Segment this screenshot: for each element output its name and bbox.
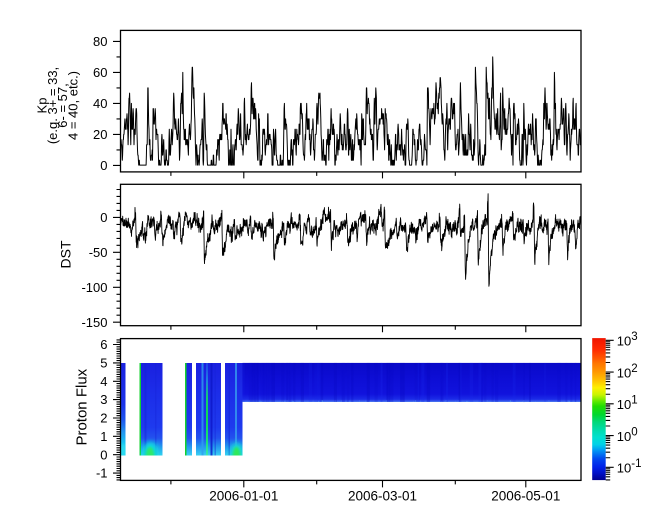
svg-text:2006-01-01: 2006-01-01 [209, 489, 278, 504]
svg-text:0: 0 [100, 210, 107, 225]
svg-text:40: 40 [93, 96, 107, 111]
svg-text:2006-05-01: 2006-05-01 [491, 489, 560, 504]
svg-text:2006-03-01: 2006-03-01 [348, 489, 417, 504]
svg-text:0: 0 [100, 158, 107, 173]
svg-text:Kp(e.g. 3+ = 33,6- = 57,4 = 40: Kp(e.g. 3+ = 33,6- = 57,4 = 40, etc.) [35, 67, 81, 144]
svg-text:-150: -150 [81, 315, 107, 330]
svg-text:4: 4 [100, 374, 107, 389]
svg-text:DST: DST [58, 240, 74, 268]
svg-text:1: 1 [100, 429, 107, 444]
svg-text:Proton Flux: Proton Flux [74, 368, 91, 445]
svg-text:5: 5 [100, 356, 107, 371]
svg-text:0: 0 [100, 447, 107, 462]
svg-text:80: 80 [93, 34, 107, 49]
svg-text:2: 2 [100, 411, 107, 426]
svg-text:60: 60 [93, 65, 107, 80]
svg-text:-100: -100 [81, 280, 107, 295]
svg-text:-1: -1 [96, 466, 108, 481]
svg-text:20: 20 [93, 127, 107, 142]
svg-text:6: 6 [100, 337, 107, 352]
svg-text:-50: -50 [89, 245, 108, 260]
svg-text:3: 3 [100, 392, 107, 407]
